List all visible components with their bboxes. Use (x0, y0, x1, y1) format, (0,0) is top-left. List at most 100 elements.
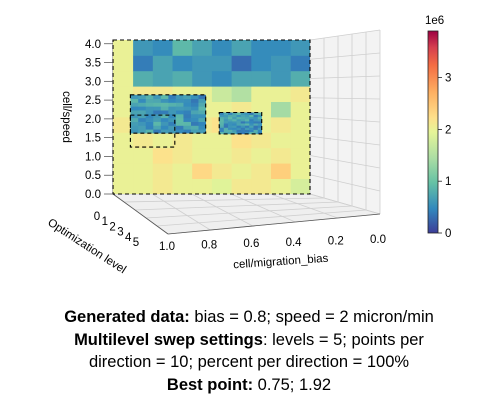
fine-level-cell (253, 112, 258, 115)
fine-level-cell (253, 121, 258, 124)
fine-level-cell (190, 121, 199, 126)
heatmap-cell (132, 147, 153, 164)
fine-level-cell (223, 125, 229, 128)
colorbar-tick-label: 0 (445, 228, 451, 240)
fine-level-cell (183, 94, 191, 99)
heatmap-cell (250, 132, 271, 149)
fine-level-cell (219, 121, 224, 124)
heatmap-cell (172, 70, 193, 87)
heatmap-cell (152, 40, 173, 56)
fine-level-cell (198, 106, 207, 111)
fine-level-cell (227, 112, 233, 115)
fine-level-cell (257, 112, 263, 115)
fine-level-cell (257, 116, 263, 120)
fine-level-cell (223, 121, 229, 124)
heatmap-cell (211, 147, 232, 164)
heatmap-cell (290, 55, 310, 72)
fine-level-cell (223, 131, 229, 135)
fine-level-cell (257, 129, 263, 133)
level-boxes (112, 39, 311, 195)
x-tick-label: 0.4 (286, 237, 303, 249)
fine-level-cell (198, 125, 207, 130)
fine-level-cell (240, 114, 246, 118)
x-tick-label: 1.0 (159, 241, 175, 253)
fine-level-cell (152, 94, 161, 99)
right-pane-gridline (309, 174, 381, 192)
fine-level-cell (231, 112, 237, 115)
fine-level-cell (240, 116, 246, 120)
fine-level-cell (240, 121, 246, 124)
fine-level-cell (130, 121, 139, 126)
figure: 0.0 0.5 1.0 1.5 2.0 2.5 3.0 3.5 4.0 cell/speed 1.0… (45, 15, 451, 276)
caption-generated-line: Generated data: bias = 0.8; speed = 2 mi… (0, 306, 498, 329)
fine-level-cell (160, 110, 169, 115)
heatmap-cell (231, 70, 252, 87)
fine-level-cell (168, 117, 176, 122)
fine-level-cell (227, 131, 233, 135)
fine-level-cell (160, 98, 169, 103)
fine-level-cell (223, 127, 229, 130)
heatmap-cell (270, 101, 291, 118)
fine-level-cell (168, 94, 176, 99)
heatmap-cell (270, 70, 291, 87)
z-tick-label: 0 (94, 211, 100, 223)
heatmap-cell (211, 55, 232, 72)
fine-level-cell (145, 129, 154, 134)
heatmap-cell (172, 147, 193, 164)
fine-level-cell (248, 131, 254, 135)
fine-level-cell (137, 121, 146, 126)
heatmap-cell (290, 163, 310, 179)
caption-settings-label: Multilevel swep settings (74, 330, 263, 349)
heatmap-cell (113, 117, 134, 133)
fine-level-cell (219, 125, 224, 128)
heatmap-cell (191, 70, 212, 87)
z-tick-label: 4 (125, 232, 132, 244)
heatmap-cell (231, 86, 252, 102)
caption-settings-line-2: direction = 10; percent per direction = … (0, 351, 498, 374)
fine-level-cell (168, 113, 176, 119)
fine-level-cell (160, 113, 169, 119)
fine-level-cell (227, 123, 233, 126)
floor-gridline (145, 205, 353, 219)
right-pane (310, 30, 380, 214)
y-tick-label: 3.0 (85, 76, 101, 88)
fine-level-cell (183, 106, 191, 111)
fine-level-cell (152, 125, 161, 130)
floor-gridline (123, 197, 325, 203)
fine-level-cell (219, 112, 224, 115)
fine-level-cell (236, 123, 241, 126)
fine-level-cell (223, 116, 229, 120)
fine-level-cell (244, 112, 250, 115)
fine-level-cell (219, 131, 224, 135)
fine-level-cell (244, 116, 250, 120)
y-tick-label: 2.5 (85, 95, 101, 107)
fine-level-cell (168, 102, 176, 107)
fine-level-cell (231, 123, 237, 126)
heatmap-cell (152, 55, 173, 72)
caption-settings-text-1: : levels = 5; points per (262, 330, 424, 349)
fine-level-cell (236, 127, 241, 130)
fine-level-cell (257, 127, 263, 130)
fine-level-cell (152, 129, 161, 134)
fine-level-cell (223, 114, 229, 118)
fine-level-cell (130, 106, 139, 111)
fine-level-cell (152, 102, 161, 107)
heatmap-cell (152, 163, 173, 179)
fine-level-cell (253, 123, 258, 126)
fine-level-cell (236, 131, 241, 135)
heatmap-cell (132, 40, 153, 56)
heatmap-cell (231, 178, 252, 194)
figure-caption: Generated data: bias = 0.8; speed = 2 mi… (0, 306, 498, 396)
heatmap-cell (113, 132, 134, 149)
heatmap-cell (250, 163, 271, 179)
fine-level-cell (152, 117, 161, 122)
fine-level-cell (244, 129, 250, 133)
heatmap-cell (270, 55, 291, 72)
x-tick-label: 0.0 (370, 234, 386, 246)
fine-level-cell (137, 106, 146, 111)
fine-level-cell (175, 110, 184, 115)
fine-level-cell (137, 94, 146, 99)
fine-level-cell (130, 125, 139, 130)
fine-level-cell (227, 127, 233, 130)
fine-level-cell (175, 129, 184, 134)
